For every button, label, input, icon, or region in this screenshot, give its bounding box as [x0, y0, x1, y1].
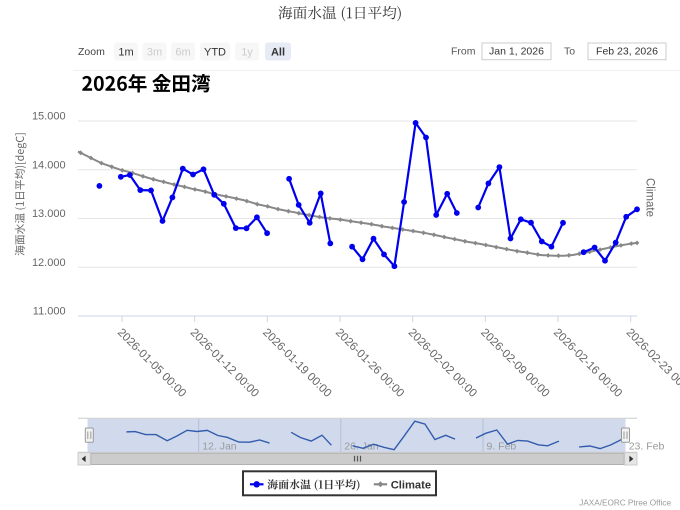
svg-text:2026-02-09 00:00: 2026-02-09 00:00 [478, 326, 552, 400]
svg-text:2026-02-23 00:00: 2026-02-23 00:00 [624, 326, 680, 400]
svg-text:Jan 1, 2026: Jan 1, 2026 [489, 46, 544, 58]
svg-text:23. Feb: 23. Feb [629, 441, 665, 453]
svg-text:2026-01-26 00:00: 2026-01-26 00:00 [333, 326, 407, 400]
svg-text:Feb 23, 2026: Feb 23, 2026 [596, 46, 658, 58]
svg-text:2026-01-19 00:00: 2026-01-19 00:00 [260, 326, 334, 400]
svg-text:3m: 3m [147, 46, 162, 58]
svg-text:All: All [271, 46, 285, 58]
svg-text:2026-02-16 00:00: 2026-02-16 00:00 [551, 326, 625, 400]
svg-text:Zoom: Zoom [78, 46, 105, 58]
svg-text:2026-01-12 00:00: 2026-01-12 00:00 [188, 326, 262, 400]
svg-text:15.000: 15.000 [32, 111, 66, 123]
svg-text:6m: 6m [175, 46, 190, 58]
svg-text:14.000: 14.000 [32, 159, 66, 171]
svg-text:26. Jan: 26. Jan [344, 441, 379, 453]
svg-text:Climate: Climate [391, 479, 431, 491]
svg-text:YTD: YTD [204, 46, 226, 58]
svg-text:13.000: 13.000 [32, 208, 66, 220]
svg-text:JAXA/EORC Ptree Office: JAXA/EORC Ptree Office [579, 499, 671, 508]
svg-text:12. Jan: 12. Jan [202, 441, 237, 453]
svg-text:2026-01-05 00:00: 2026-01-05 00:00 [115, 326, 189, 400]
svg-text:11.000: 11.000 [33, 306, 66, 318]
svg-text:12.000: 12.000 [32, 257, 66, 269]
svg-text:1y: 1y [241, 46, 253, 58]
svg-text:Climate: Climate [644, 178, 656, 217]
svg-text:1m: 1m [118, 46, 133, 58]
svg-text:2026-02-02 00:00: 2026-02-02 00:00 [406, 326, 480, 400]
svg-text:From: From [451, 46, 476, 58]
svg-text:To: To [564, 46, 575, 58]
